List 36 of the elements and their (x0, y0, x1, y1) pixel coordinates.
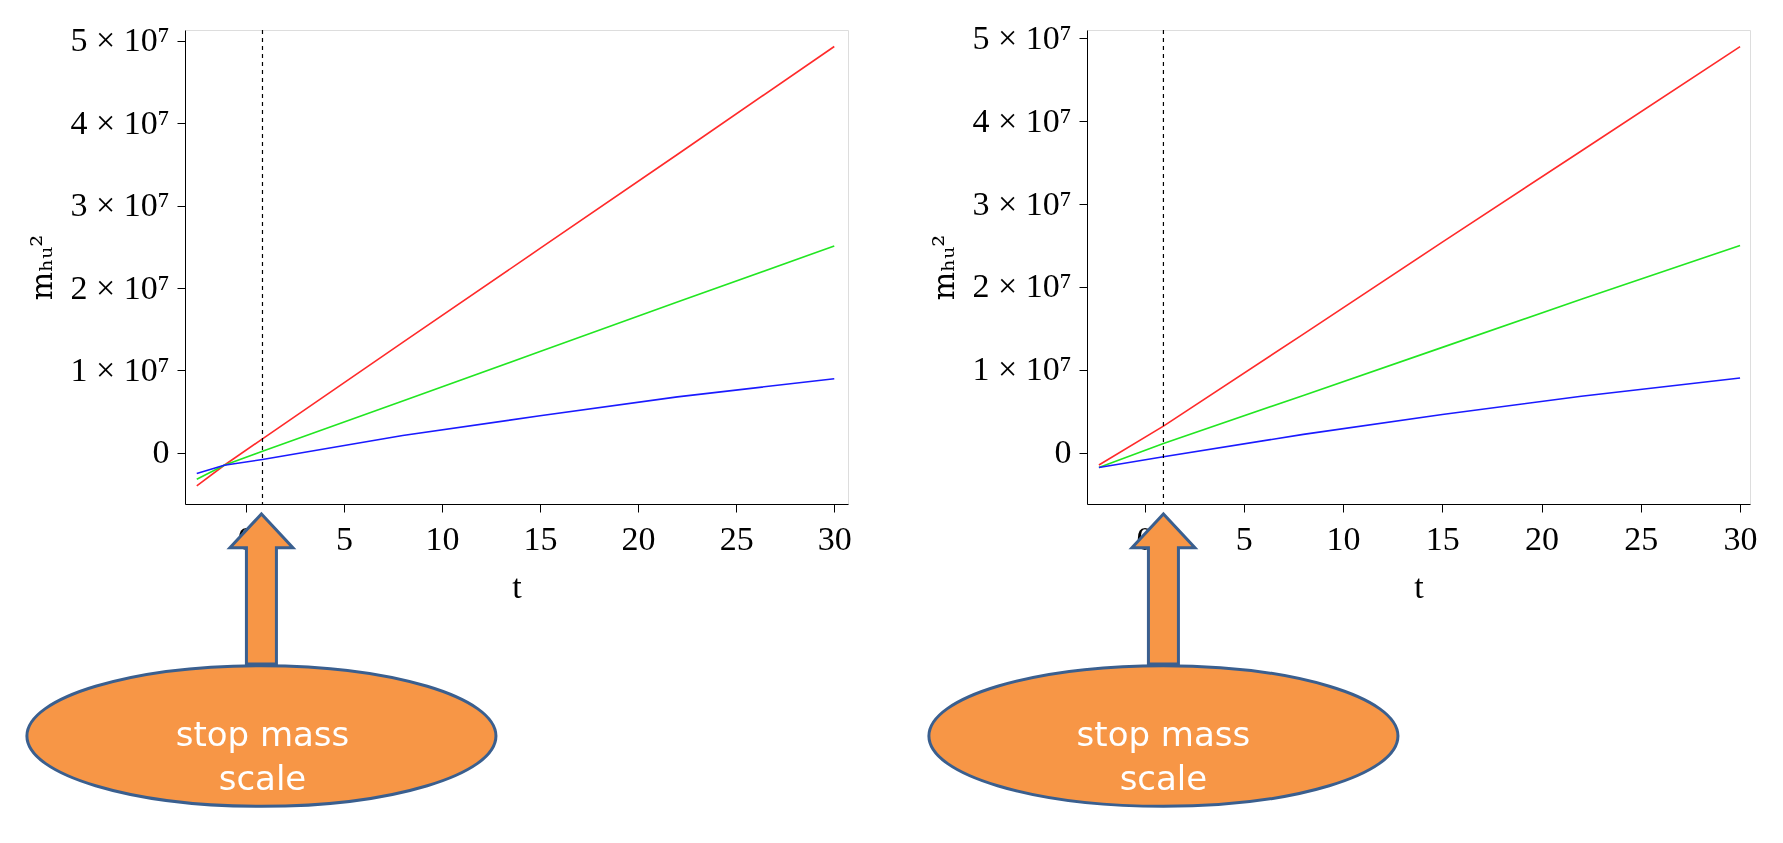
x-tick-label: 30 (817, 519, 852, 557)
y-tick-label: 2 × 10⁷ (70, 268, 170, 306)
x-tick-label: 30 (1723, 519, 1758, 557)
x-tick-label: 10 (1326, 519, 1361, 557)
text: stop mass scale (175, 714, 350, 798)
y-tick-label: 3 × 10⁷ (972, 184, 1072, 222)
y-axis-title: mₕᵤ² (24, 234, 60, 301)
line-series (195, 377, 836, 475)
y-tick-label: 5 × 10⁷ (972, 18, 1072, 56)
x-tick-label: 25 (1624, 519, 1659, 557)
x-tick-label: 15 (523, 519, 558, 557)
y-tick-label: 1 × 10⁷ (972, 350, 1072, 388)
y-tick-label: 0 (1054, 433, 1072, 471)
x-tick-label: 20 (1525, 519, 1560, 557)
x-tick-label: 25 (719, 519, 754, 557)
x-axis-title: t (512, 567, 523, 605)
x-axis-title: t (1414, 567, 1425, 605)
y-tick-label: 3 × 10⁷ (70, 186, 170, 224)
line-series (1098, 45, 1741, 466)
x-tick-label: 20 (621, 519, 656, 557)
x-tick-label: 5 (335, 519, 353, 557)
line-series (195, 45, 836, 487)
x-tick-label: 15 (1425, 519, 1460, 557)
line-series (195, 245, 836, 481)
y-tick-label: 4 × 10⁷ (972, 101, 1072, 139)
x-tick-label: 10 (425, 519, 460, 557)
y-tick-label: 5 × 10⁷ (70, 21, 170, 59)
y-tick-label: 2 × 10⁷ (972, 267, 1072, 305)
line-series (1098, 244, 1741, 469)
text: stop mass scale (1076, 714, 1251, 798)
y-tick-label: 0 (152, 433, 170, 471)
y-tick-label: 4 × 10⁷ (70, 103, 170, 141)
y-axis-title: mₕᵤ² (926, 234, 962, 301)
line-series (1098, 377, 1741, 469)
x-tick-label: 5 (1235, 519, 1253, 557)
y-tick-label: 1 × 10⁷ (70, 350, 170, 388)
